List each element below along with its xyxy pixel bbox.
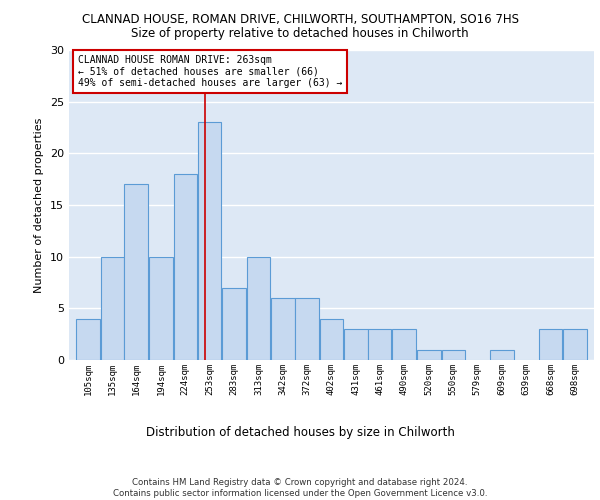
Bar (124, 184, 148, 360)
Bar (539, 329, 562, 360)
Bar (271, 298, 295, 360)
Text: CLANNAD HOUSE ROMAN DRIVE: 263sqm
← 51% of detached houses are smaller (66)
49% : CLANNAD HOUSE ROMAN DRIVE: 263sqm ← 51% … (78, 55, 343, 88)
Bar (490, 350, 514, 360)
Bar (76, 318, 100, 360)
Y-axis label: Number of detached properties: Number of detached properties (34, 118, 44, 292)
Bar (149, 256, 173, 360)
Bar (368, 329, 391, 360)
Bar (442, 350, 464, 360)
Bar (247, 256, 270, 360)
Text: Distribution of detached houses by size in Chilworth: Distribution of detached houses by size … (146, 426, 454, 439)
Bar (101, 256, 124, 360)
Bar (563, 329, 587, 360)
Bar (320, 318, 343, 360)
Text: CLANNAD HOUSE, ROMAN DRIVE, CHILWORTH, SOUTHAMPTON, SO16 7HS: CLANNAD HOUSE, ROMAN DRIVE, CHILWORTH, S… (82, 12, 518, 26)
Bar (197, 122, 221, 360)
Text: Size of property relative to detached houses in Chilworth: Size of property relative to detached ho… (131, 28, 469, 40)
Bar (222, 288, 246, 360)
Bar (417, 350, 441, 360)
Bar (174, 174, 197, 360)
Bar (344, 329, 368, 360)
Text: Contains HM Land Registry data © Crown copyright and database right 2024.
Contai: Contains HM Land Registry data © Crown c… (113, 478, 487, 498)
Bar (295, 298, 319, 360)
Bar (392, 329, 416, 360)
